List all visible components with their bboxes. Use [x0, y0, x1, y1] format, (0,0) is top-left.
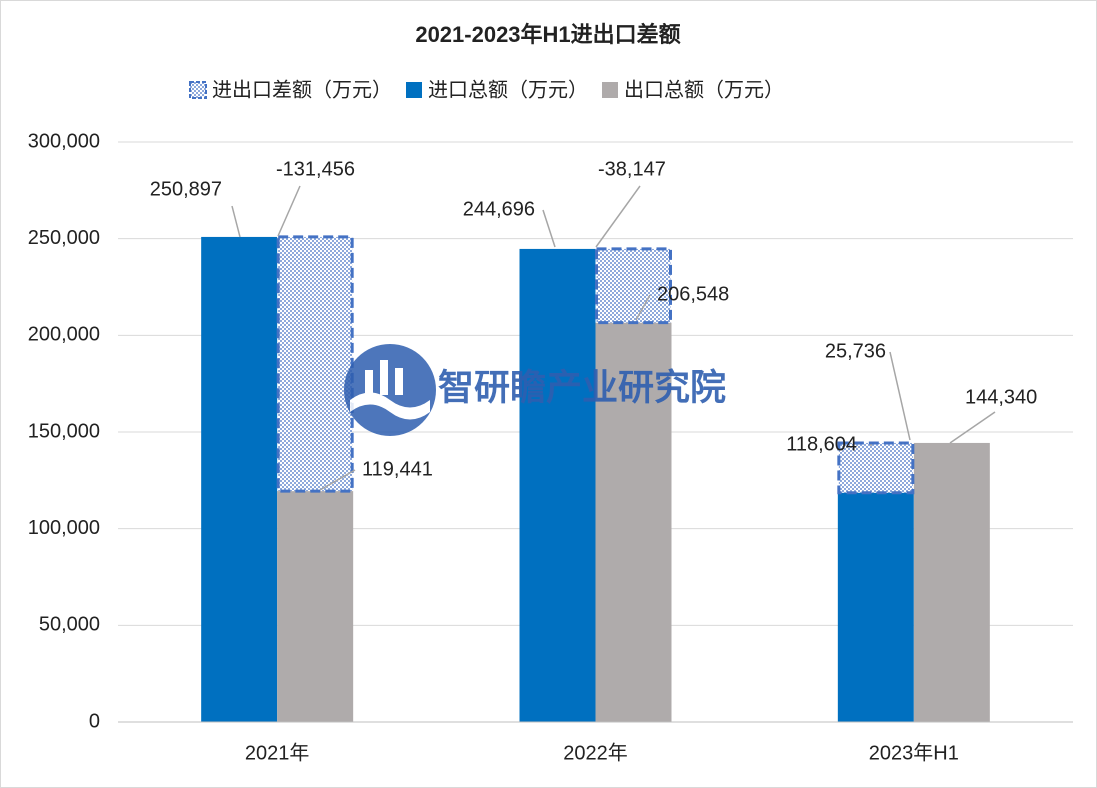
y-tick-label: 0: [89, 710, 100, 732]
leader-line: [319, 469, 356, 491]
y-tick-label: 200,000: [28, 324, 100, 346]
data-label: 119,441: [362, 458, 433, 480]
legend-label: 出口总额（万元）: [624, 78, 784, 101]
difference-bar: [276, 235, 354, 493]
legend-marker: [406, 82, 422, 98]
leader-line: [231, 205, 241, 238]
difference-bar: [837, 441, 915, 495]
bar: [277, 491, 354, 722]
leader-line: [949, 411, 996, 444]
bar: [519, 248, 596, 722]
data-label: 144,340: [965, 386, 1037, 408]
bar: [595, 322, 672, 722]
data-label: 206,548: [657, 283, 729, 305]
y-tick-label: 300,000: [28, 130, 100, 152]
chart-title: 2021-2023年H1进出口差额: [415, 22, 680, 47]
difference-bar: [595, 247, 672, 325]
legend-marker: [602, 82, 618, 98]
watermark-logo: [344, 344, 436, 436]
y-tick-label: 150,000: [28, 420, 100, 442]
legend-label: 进口总额（万元）: [428, 78, 588, 101]
legend-label: 进出口差额（万元）: [212, 78, 392, 101]
data-label: 118,604: [786, 433, 857, 455]
watermark: 智研瞻产业研究院: [438, 367, 726, 408]
x-tick-label: 2023年H1: [869, 741, 959, 764]
leader-line: [889, 351, 911, 441]
x-tick-label: 2022年: [563, 741, 628, 764]
y-tick-label: 100,000: [28, 517, 100, 539]
leader-line: [595, 185, 641, 248]
data-label: 250,897: [150, 178, 222, 200]
leader-line: [277, 185, 301, 237]
leader-line: [635, 294, 651, 321]
bar: [913, 442, 990, 722]
leader-line: [542, 209, 556, 248]
data-label: -38,147: [598, 158, 666, 180]
data-label: 25,736: [825, 340, 886, 362]
data-label: -131,456: [276, 158, 355, 180]
y-tick-label: 250,000: [28, 227, 100, 249]
legend-marker: [189, 81, 207, 99]
y-tick-label: 50,000: [39, 614, 100, 636]
bar: [837, 492, 914, 722]
data-label: 244,696: [463, 198, 535, 220]
bar: [201, 236, 278, 722]
x-tick-label: 2021年: [245, 741, 310, 764]
